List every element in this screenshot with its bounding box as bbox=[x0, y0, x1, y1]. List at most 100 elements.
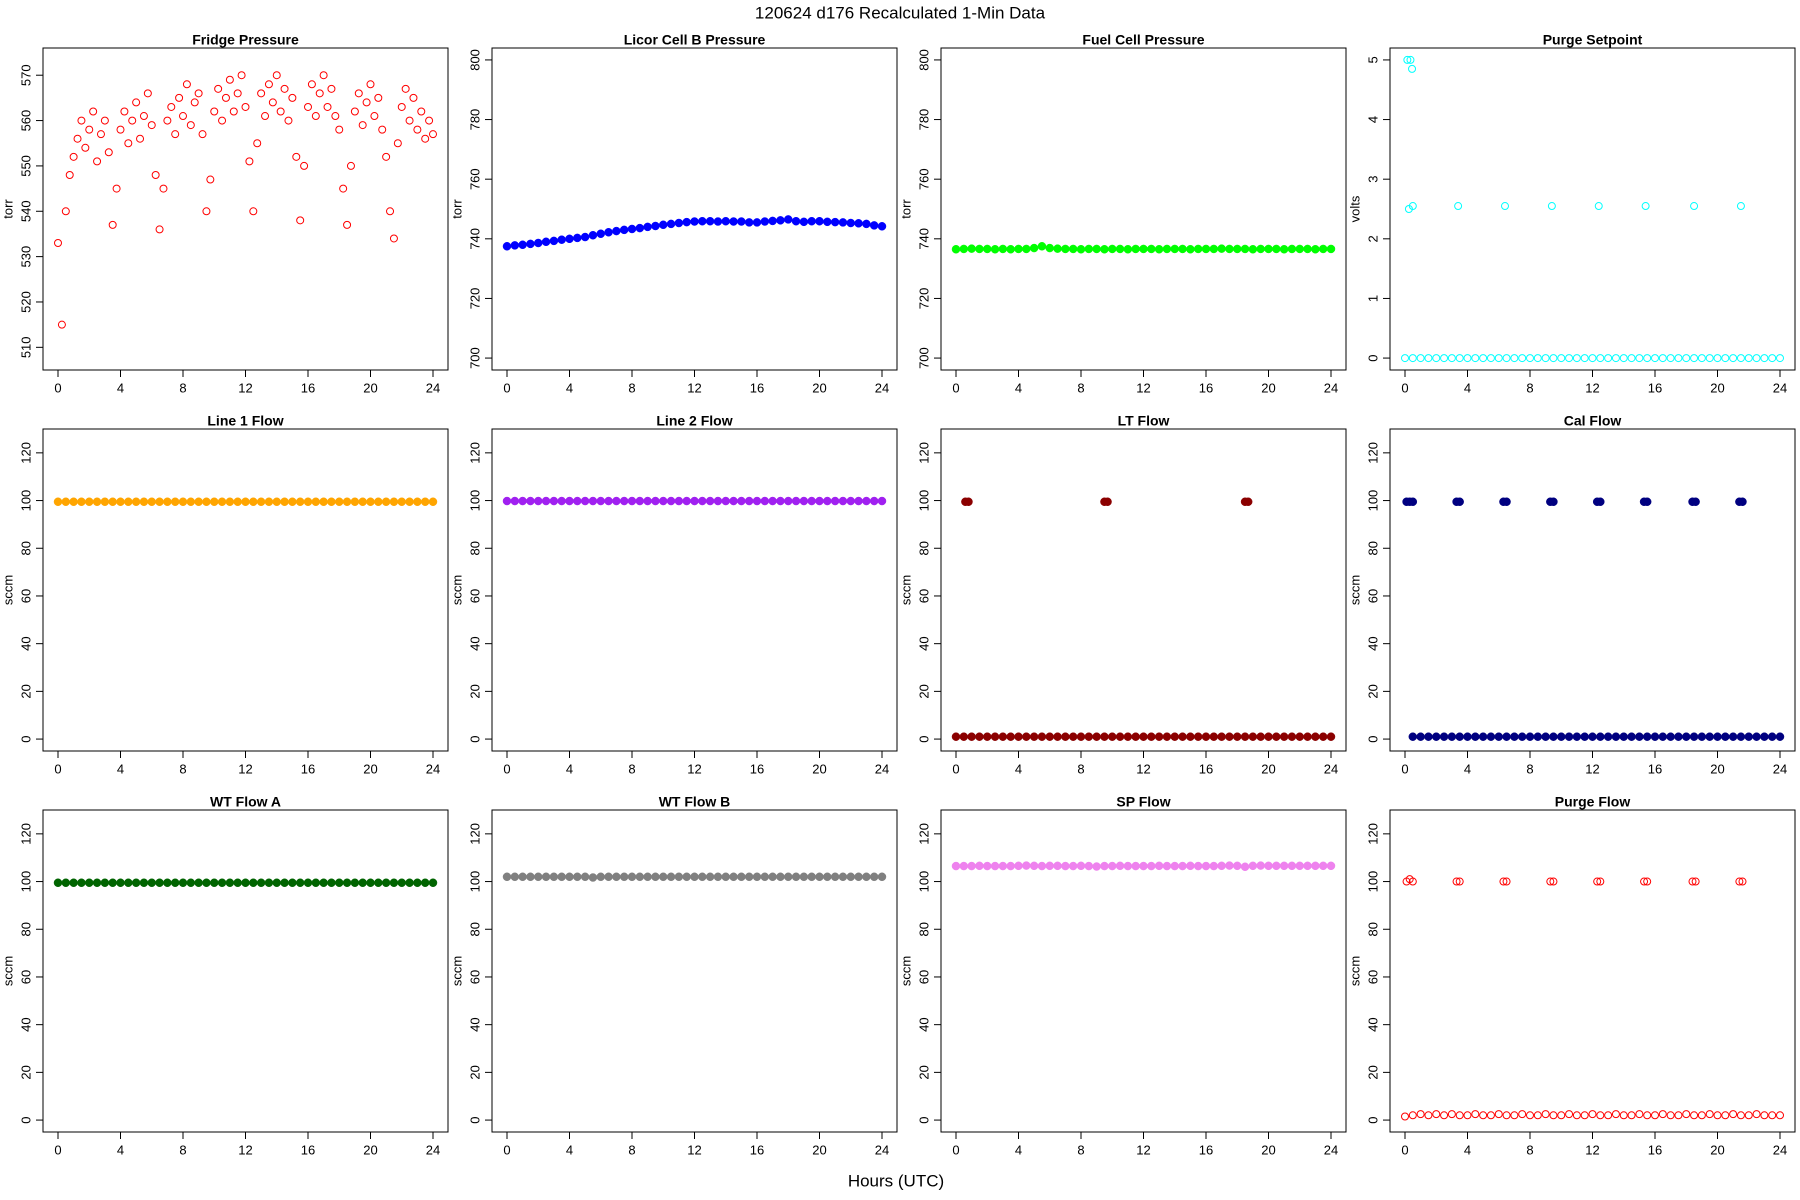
point bbox=[799, 872, 809, 882]
y-tick-label: 760 bbox=[916, 168, 931, 190]
point bbox=[1691, 497, 1700, 506]
point bbox=[1029, 243, 1039, 253]
point bbox=[61, 497, 71, 506]
point bbox=[990, 732, 1000, 741]
point bbox=[1604, 1111, 1613, 1120]
point bbox=[1666, 354, 1675, 363]
point bbox=[1014, 861, 1023, 871]
point bbox=[1502, 732, 1511, 741]
point bbox=[170, 878, 180, 887]
y-tick-label: 40 bbox=[18, 636, 33, 650]
point bbox=[1775, 732, 1785, 741]
x-tick-label: 0 bbox=[54, 761, 61, 776]
y-tick-label: 4 bbox=[1365, 116, 1380, 123]
point bbox=[1502, 354, 1511, 363]
point bbox=[705, 216, 715, 226]
point bbox=[1721, 354, 1730, 363]
point bbox=[659, 496, 668, 506]
x-tick-label: 8 bbox=[1526, 380, 1533, 395]
point bbox=[541, 496, 551, 506]
point bbox=[1416, 732, 1425, 741]
x-tick-label: 12 bbox=[1136, 1142, 1150, 1157]
point bbox=[1635, 1110, 1644, 1119]
point bbox=[1131, 244, 1140, 254]
point bbox=[674, 218, 684, 228]
x-tick-label: 12 bbox=[238, 761, 252, 776]
point bbox=[815, 872, 824, 882]
point bbox=[1424, 354, 1433, 363]
point bbox=[1139, 244, 1148, 254]
point bbox=[296, 216, 305, 225]
x-tick-label: 20 bbox=[1710, 380, 1724, 395]
point bbox=[1006, 732, 1015, 741]
point bbox=[565, 234, 574, 244]
point bbox=[1627, 1111, 1636, 1120]
point bbox=[1193, 244, 1203, 254]
point bbox=[627, 872, 637, 882]
point bbox=[951, 245, 961, 254]
point bbox=[1209, 861, 1219, 871]
y-tick-label: 0 bbox=[916, 735, 931, 742]
y-axis-title: torr bbox=[0, 199, 15, 219]
point bbox=[241, 497, 250, 506]
point bbox=[1736, 202, 1745, 211]
point bbox=[1596, 354, 1605, 363]
point bbox=[1452, 877, 1461, 886]
point bbox=[1713, 732, 1722, 741]
point bbox=[737, 872, 746, 882]
y-axis-title: sccm bbox=[1347, 956, 1362, 986]
point bbox=[295, 878, 305, 887]
point bbox=[128, 116, 137, 125]
point bbox=[1264, 244, 1273, 254]
point bbox=[990, 861, 1000, 871]
point bbox=[405, 878, 414, 887]
point bbox=[413, 497, 422, 506]
point bbox=[124, 878, 133, 887]
y-tick-label: 530 bbox=[18, 246, 33, 268]
point bbox=[393, 139, 402, 148]
x-tick-label: 0 bbox=[952, 380, 959, 395]
panel-title: Fuel Cell Pressure bbox=[1082, 32, 1204, 48]
point bbox=[760, 496, 770, 506]
point bbox=[1154, 861, 1164, 871]
point bbox=[225, 878, 235, 887]
point bbox=[378, 125, 387, 134]
point bbox=[131, 497, 141, 506]
y-tick-label: 720 bbox=[916, 288, 931, 310]
point bbox=[163, 878, 172, 887]
point bbox=[877, 872, 887, 882]
x-tick-label: 24 bbox=[875, 761, 889, 776]
x-tick-label: 8 bbox=[1526, 1142, 1533, 1157]
point bbox=[580, 872, 590, 882]
point bbox=[1100, 732, 1109, 741]
point bbox=[206, 175, 215, 184]
point bbox=[92, 878, 102, 887]
point bbox=[1549, 877, 1558, 886]
point bbox=[1463, 354, 1472, 363]
point bbox=[374, 93, 383, 102]
point bbox=[1641, 202, 1650, 211]
point bbox=[54, 239, 62, 248]
point bbox=[1311, 861, 1320, 871]
point bbox=[518, 872, 527, 882]
point bbox=[737, 496, 746, 506]
x-tick-label: 8 bbox=[628, 1142, 635, 1157]
point bbox=[1115, 732, 1125, 741]
point bbox=[1643, 354, 1652, 363]
point bbox=[1272, 732, 1281, 741]
y-tick-label: 80 bbox=[467, 541, 482, 555]
point bbox=[1131, 861, 1140, 871]
point bbox=[284, 116, 293, 125]
point bbox=[534, 872, 543, 882]
point bbox=[721, 872, 730, 882]
point bbox=[139, 112, 148, 121]
point bbox=[292, 152, 301, 161]
point bbox=[713, 872, 723, 882]
point bbox=[249, 878, 258, 887]
y-tick-label: 1 bbox=[1365, 295, 1380, 302]
point bbox=[1248, 245, 1258, 254]
point bbox=[823, 496, 832, 506]
point bbox=[1108, 861, 1117, 871]
point bbox=[1256, 732, 1265, 741]
point bbox=[261, 112, 270, 121]
